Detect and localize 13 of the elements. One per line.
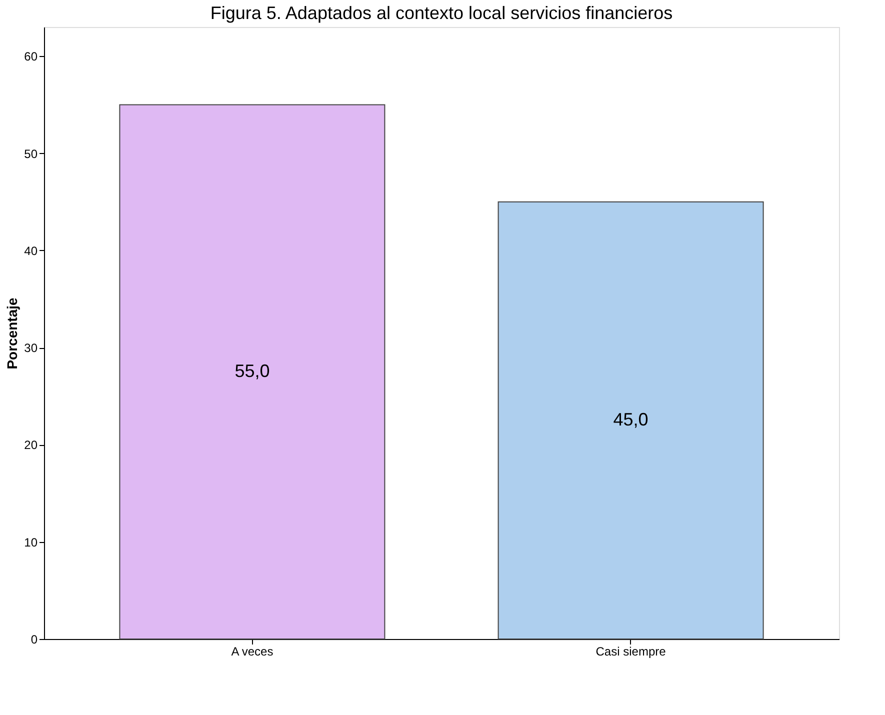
y-tick-label: 60 — [24, 50, 38, 64]
y-tick-label: 10 — [24, 535, 38, 550]
y-axis-title: Porcentaje — [4, 297, 20, 370]
y-tick-label: 0 — [30, 632, 38, 646]
y-tick-label: 30 — [24, 341, 38, 356]
y-tick-label: 40 — [24, 244, 38, 258]
y-tick-label: 20 — [24, 438, 38, 452]
data-label: 45,0 — [613, 409, 648, 430]
data-label: 55,0 — [234, 360, 270, 381]
y-tick-label: 50 — [24, 146, 38, 161]
x-tick-label: Casi siempre — [596, 644, 666, 658]
chart-title: Figura 5. Adaptados al contexto local servicios financieros — [210, 3, 673, 23]
x-tick-label: A veces — [231, 644, 274, 658]
